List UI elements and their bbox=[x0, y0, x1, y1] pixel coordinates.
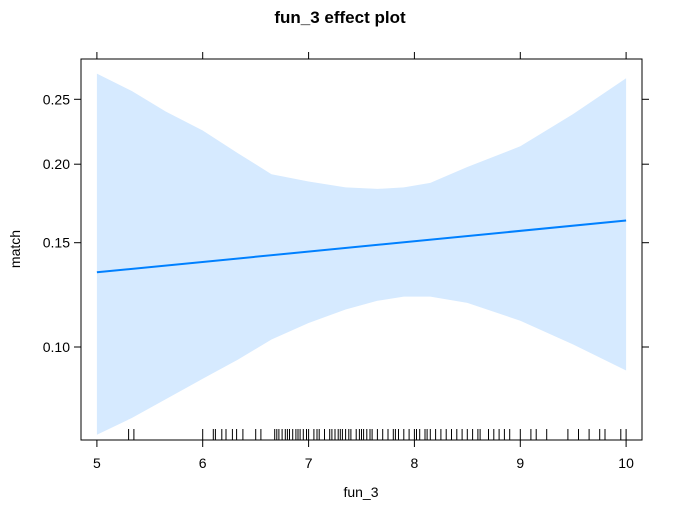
plot-frame bbox=[80, 58, 643, 441]
effect-line bbox=[96, 219, 627, 274]
chart-title: fun_3 effect plot bbox=[274, 8, 406, 27]
x-tick-label: 6 bbox=[199, 455, 207, 471]
rug bbox=[128, 429, 627, 440]
y-axis: 0.10 0.15 0.20 0.25 bbox=[43, 91, 649, 355]
y-tick-label: 0.25 bbox=[43, 91, 70, 107]
y-axis-label: match bbox=[7, 230, 23, 268]
x-tick-label: 8 bbox=[411, 455, 419, 471]
x-axis-label: fun_3 bbox=[343, 484, 378, 500]
x-tick-label: 5 bbox=[93, 455, 101, 471]
x-tick-label: 10 bbox=[618, 455, 634, 471]
y-tick-label: 0.20 bbox=[43, 156, 70, 172]
plot-area bbox=[96, 73, 627, 440]
y-tick-label: 0.15 bbox=[43, 235, 70, 251]
x-tick-label: 9 bbox=[516, 455, 524, 471]
confidence-band bbox=[96, 73, 627, 435]
x-axis: 5 6 7 8 9 10 bbox=[93, 52, 634, 471]
x-tick-label: 7 bbox=[305, 455, 313, 471]
y-tick-label: 0.10 bbox=[43, 339, 70, 355]
